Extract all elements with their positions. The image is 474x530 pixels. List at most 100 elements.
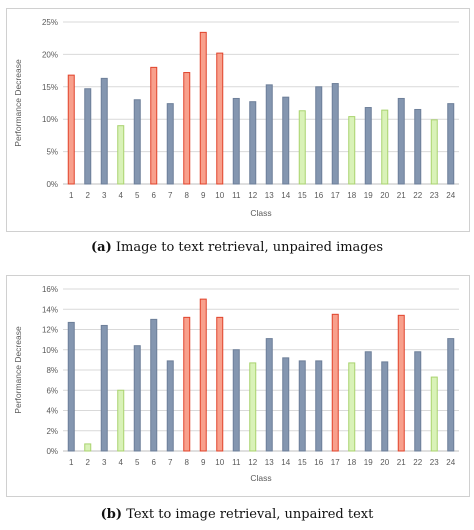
bar-class-3 bbox=[100, 324, 108, 452]
x-tick-label: 18 bbox=[347, 458, 356, 467]
x-tick-label: 13 bbox=[265, 191, 274, 200]
y-axis-label: Performance Decrease bbox=[13, 326, 23, 414]
bar-class-12 bbox=[249, 362, 257, 452]
x-axis-label: Class bbox=[250, 208, 271, 218]
x-tick-label: 11 bbox=[232, 191, 241, 200]
bar-class-6 bbox=[150, 66, 158, 185]
x-tick-label: 9 bbox=[201, 191, 206, 200]
bar-class-13 bbox=[265, 338, 273, 452]
bar-class-16 bbox=[315, 360, 323, 452]
bar-class-8 bbox=[183, 316, 191, 452]
bar-class-11 bbox=[232, 349, 240, 452]
x-axis-label: Class bbox=[250, 473, 271, 483]
bar-class-20 bbox=[381, 361, 389, 452]
bar-class-14 bbox=[282, 96, 290, 185]
y-tick-label: 4% bbox=[46, 407, 58, 416]
bar-class-14 bbox=[282, 357, 290, 452]
x-tick-label: 2 bbox=[86, 458, 91, 467]
bar-class-24 bbox=[447, 103, 455, 185]
bar-class-9 bbox=[199, 31, 207, 185]
caption-a-text: Image to text retrieval, unpaired images bbox=[111, 240, 383, 255]
caption-b-tag: (b) bbox=[100, 507, 123, 522]
x-tick-label: 15 bbox=[298, 458, 307, 467]
x-tick-label: 18 bbox=[347, 191, 356, 200]
x-tick-label: 12 bbox=[248, 458, 257, 467]
x-tick-label: 7 bbox=[168, 191, 173, 200]
x-tick-label: 6 bbox=[152, 458, 157, 467]
x-tick-label: 1 bbox=[69, 191, 74, 200]
y-tick-label: 0% bbox=[46, 447, 58, 456]
x-tick-label: 13 bbox=[265, 458, 274, 467]
x-tick-label: 16 bbox=[314, 191, 323, 200]
chart-panel-b: 0% 2% 4% 6% 8% 10% 12% 14% 16% 1 2 3 4 5 6 7 8 9 10 11 12 13 1… bbox=[6, 275, 470, 497]
bar-class-7 bbox=[166, 103, 174, 185]
x-tick-label: 14 bbox=[281, 458, 290, 467]
bar-class-9 bbox=[199, 298, 207, 452]
y-tick-label: 10% bbox=[42, 346, 58, 355]
x-tick-label: 20 bbox=[380, 458, 389, 467]
bar-class-4 bbox=[117, 125, 125, 185]
y-tick-label: 14% bbox=[42, 305, 58, 314]
x-tick-label: 21 bbox=[397, 458, 406, 467]
bar-class-19 bbox=[364, 107, 372, 185]
x-tick-label: 24 bbox=[446, 191, 455, 200]
y-tick-label: 10% bbox=[42, 115, 58, 124]
chart-panel-a: 0% 5% 10% 15% 20% 25% 1 2 3 4 5 6 7 8 9 10 11 12 13 14 15 16 1… bbox=[6, 8, 470, 232]
x-tick-label: 14 bbox=[281, 191, 290, 200]
x-tick-label: 20 bbox=[380, 191, 389, 200]
caption-b: (b) Text to image retrieval, unpaired te… bbox=[0, 507, 474, 522]
bar-class-17 bbox=[331, 313, 339, 452]
caption-a: (a) Image to text retrieval, unpaired im… bbox=[0, 240, 474, 255]
y-tick-label: 25% bbox=[42, 18, 58, 27]
x-tick-label: 22 bbox=[413, 191, 422, 200]
y-tick-label: 15% bbox=[42, 83, 58, 92]
bar-class-1 bbox=[67, 321, 75, 452]
chart-a-svg: 0%5%10%15%20%25%1 2 3 4 5 6 7 8 9 10 11 12 13 14 15 16 1… bbox=[13, 18, 459, 218]
x-tick-label: 6 bbox=[152, 191, 157, 200]
x-tick-label: 23 bbox=[430, 458, 439, 467]
x-tick-label: 15 bbox=[298, 191, 307, 200]
caption-b-text: Text to image retrieval, unpaired text bbox=[122, 507, 374, 522]
x-tick-label: 7 bbox=[168, 458, 173, 467]
y-tick-label: 8% bbox=[46, 366, 58, 375]
x-tick-label: 1 bbox=[69, 458, 74, 467]
x-tick-label: 8 bbox=[185, 458, 190, 467]
x-tick-label: 10 bbox=[215, 191, 224, 200]
bar-class-16 bbox=[315, 86, 323, 185]
bar-class-5 bbox=[133, 99, 141, 185]
bar-class-19 bbox=[364, 351, 372, 452]
x-tick-label: 19 bbox=[364, 458, 373, 467]
x-tick-label: 5 bbox=[135, 191, 140, 200]
y-tick-label: 5% bbox=[46, 148, 58, 157]
x-tick-label: 8 bbox=[185, 191, 190, 200]
y-tick-label: 6% bbox=[46, 386, 58, 395]
x-tick-label: 23 bbox=[430, 191, 439, 200]
x-tick-label: 3 bbox=[102, 458, 107, 467]
bar-class-22 bbox=[414, 351, 422, 452]
x-tick-label: 10 bbox=[215, 458, 224, 467]
bar-class-10 bbox=[216, 316, 224, 452]
bar-class-15 bbox=[298, 110, 306, 185]
bar-class-3 bbox=[100, 77, 108, 185]
bar-class-6 bbox=[150, 318, 158, 452]
bar-class-8 bbox=[183, 72, 191, 185]
x-tick-label: 4 bbox=[119, 458, 124, 467]
bar-class-12 bbox=[249, 101, 257, 185]
x-tick-label: 4 bbox=[119, 191, 124, 200]
y-tick-label: 0% bbox=[46, 180, 58, 189]
x-tick-label: 17 bbox=[331, 191, 340, 200]
bar-class-23 bbox=[430, 119, 438, 185]
bar-class-5 bbox=[133, 345, 141, 452]
bar-class-4 bbox=[117, 389, 125, 452]
y-tick-label: 16% bbox=[42, 285, 58, 294]
bar-class-7 bbox=[166, 360, 174, 452]
x-tick-label: 24 bbox=[446, 458, 455, 467]
x-tick-label: 16 bbox=[314, 458, 323, 467]
y-tick-label: 20% bbox=[42, 50, 58, 59]
y-tick-label: 12% bbox=[42, 326, 58, 335]
bar-class-11 bbox=[232, 97, 240, 185]
x-tick-label: 21 bbox=[397, 191, 406, 200]
x-tick-label: 3 bbox=[102, 191, 107, 200]
bar-class-23 bbox=[430, 376, 438, 452]
bar-class-15 bbox=[298, 360, 306, 452]
